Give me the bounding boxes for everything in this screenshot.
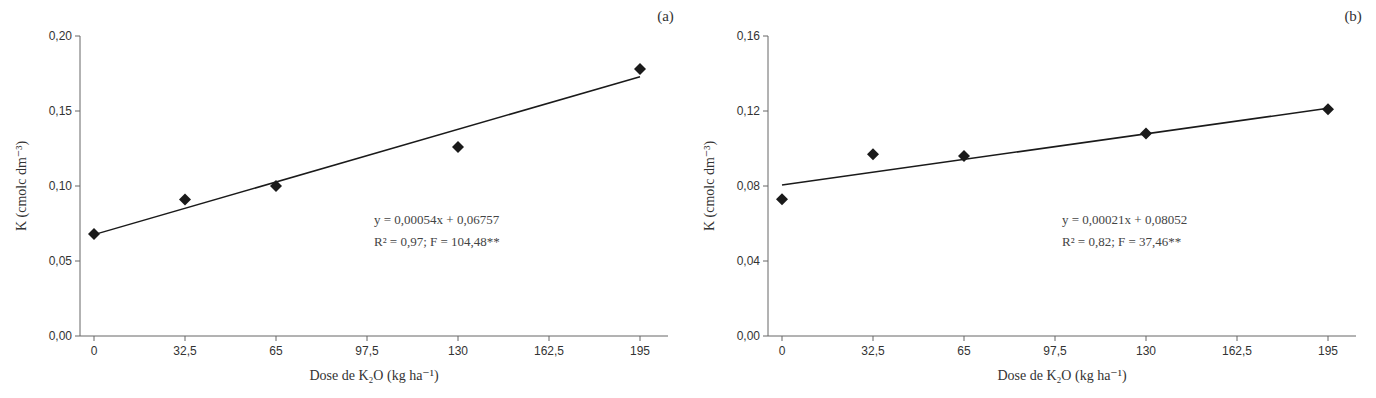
y-tick-label: 0,10 <box>49 179 73 193</box>
equation: y = 0,00054x + 0,06757 <box>374 212 500 227</box>
x-tick-label: 32,5 <box>173 344 197 358</box>
x-tick <box>1055 336 1056 341</box>
y-tick <box>763 36 768 37</box>
x-axis-line <box>80 336 668 337</box>
y-tick-label: 0,12 <box>737 104 761 118</box>
x-axis-label: Dose de K₂O (kg ha⁻¹) <box>997 368 1127 384</box>
y-tick-label: 0,08 <box>737 179 761 193</box>
background <box>0 0 1376 398</box>
x-axis-label: Dose de K₂O (kg ha⁻¹) <box>309 368 439 384</box>
y-tick-label: 0,00 <box>49 329 73 343</box>
y-tick <box>763 186 768 187</box>
y-tick <box>763 336 768 337</box>
y-tick <box>75 36 80 37</box>
y-tick <box>763 111 768 112</box>
y-tick-label: 0,15 <box>49 104 73 118</box>
y-tick-label: 0,04 <box>737 254 761 268</box>
data-point <box>270 180 282 192</box>
x-tick <box>185 336 186 341</box>
x-tick <box>1237 336 1238 341</box>
data-point <box>867 148 879 160</box>
y-tick <box>763 261 768 262</box>
x-axis-line <box>768 336 1356 337</box>
x-tick <box>549 336 550 341</box>
x-tick <box>782 336 783 341</box>
x-tick-label: 195 <box>630 344 650 358</box>
x-tick-label: 97,5 <box>355 344 379 358</box>
x-tick-label: 130 <box>1136 344 1156 358</box>
regression-line <box>94 77 640 235</box>
x-tick <box>276 336 277 341</box>
x-tick-label: 65 <box>957 344 971 358</box>
data-point <box>179 194 191 206</box>
y-tick <box>75 186 80 187</box>
equation: R² = 0,82; F = 37,46** <box>1062 234 1181 249</box>
y-tick <box>75 111 80 112</box>
x-tick-label: 97,5 <box>1043 344 1067 358</box>
equation: y = 0,00021x + 0,08052 <box>1062 212 1187 227</box>
data-point <box>1322 103 1334 115</box>
regression-line <box>782 108 1328 185</box>
x-tick <box>367 336 368 341</box>
data-point <box>776 193 788 205</box>
x-tick <box>964 336 965 341</box>
x-tick-label: 130 <box>448 344 468 358</box>
y-tick <box>75 336 80 337</box>
y-tick-label: 0,16 <box>737 29 761 43</box>
x-tick-label: 0 <box>779 344 786 358</box>
x-tick <box>640 336 641 341</box>
x-tick-label: 32,5 <box>861 344 885 358</box>
data-point <box>88 228 100 240</box>
data-point <box>1140 128 1152 140</box>
panel-label: (b) <box>1344 8 1362 25</box>
y-tick-label: 0,05 <box>49 254 73 268</box>
y-tick <box>75 261 80 262</box>
chart-root: 0 32,5 65 97,5 130 162,5 195 0,00 0,05 0,10 0,15 0,… <box>0 0 1376 398</box>
x-tick <box>873 336 874 341</box>
x-tick-label: 162,5 <box>534 344 564 358</box>
data-point <box>634 63 646 75</box>
data-point <box>958 150 970 162</box>
y-axis-label: K (cmolc dm⁻³) <box>14 141 30 231</box>
panel: 0 32,5 65 97,5 130 162,5 195 0,00 0,05 0,10 0,15 0,… <box>14 8 674 384</box>
equation: R² = 0,97; F = 104,48** <box>374 234 500 249</box>
panel-label: (a) <box>657 8 674 25</box>
y-tick-label: 0,20 <box>49 29 73 43</box>
x-tick-label: 195 <box>1318 344 1338 358</box>
y-axis-label: K (cmolc dm⁻³) <box>702 141 718 231</box>
x-tick <box>1146 336 1147 341</box>
plot-data <box>776 103 1334 205</box>
x-tick <box>1328 336 1329 341</box>
y-tick-label: 0,00 <box>737 329 761 343</box>
x-tick <box>94 336 95 341</box>
x-tick-label: 0 <box>91 344 98 358</box>
panel: 0 32,5 65 97,5 130 162,5 195 0,00 0,04 0,08 0,12 0,… <box>702 8 1362 384</box>
data-point <box>452 141 464 153</box>
plot-data <box>88 63 646 240</box>
x-tick-label: 162,5 <box>1222 344 1252 358</box>
x-tick-label: 65 <box>269 344 283 358</box>
x-tick <box>458 336 459 341</box>
